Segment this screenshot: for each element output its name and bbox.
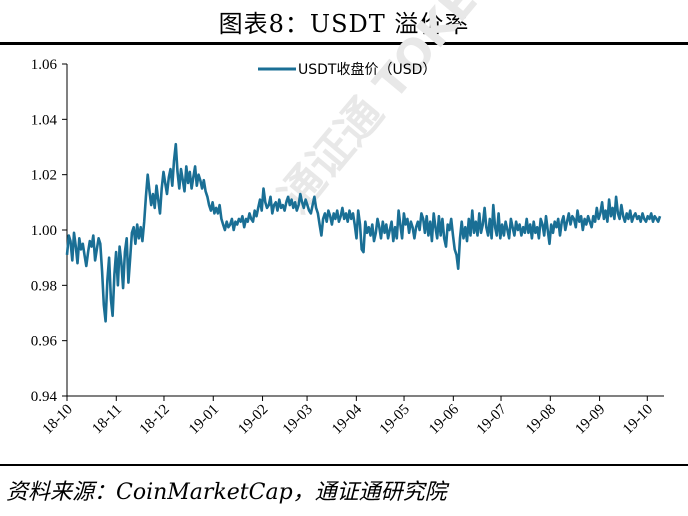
y-tick-label: 0.94 xyxy=(31,389,58,405)
y-tick-label: 1.00 xyxy=(31,223,57,239)
plot-area xyxy=(65,142,662,323)
y-axis: 0.94 0.96 0.98 1.00 1.02 1.04 1.06 xyxy=(31,57,68,405)
x-axis: 18-10 18-11 18-12 19-01 19-02 19-03 19-04 19-05… xyxy=(40,395,664,438)
x-tick-label: 19-01 xyxy=(186,402,222,438)
y-tick-label: 1.02 xyxy=(31,168,57,184)
y-tick-label: 0.98 xyxy=(31,278,57,294)
source-note: 资料来源：CoinMarketCap，通证通研究院 xyxy=(6,480,447,505)
x-tick-label: 19-02 xyxy=(235,402,271,438)
legend: USDT收盘价（USD） xyxy=(258,61,436,78)
x-tick-label: 19-03 xyxy=(280,402,316,438)
legend-label: USDT收盘价（USD） xyxy=(298,61,436,78)
y-tick-label: 1.04 xyxy=(31,112,58,128)
usdt-close-line xyxy=(65,142,662,323)
x-tick-label: 18-12 xyxy=(137,402,173,438)
bottom-rule xyxy=(0,464,688,466)
x-tick-label: 18-11 xyxy=(89,402,125,438)
x-tick-label: 19-10 xyxy=(620,402,656,438)
x-tick-label: 19-09 xyxy=(572,402,608,438)
top-rule xyxy=(0,42,688,45)
watermark: 通证通 TOKEN ROLL xyxy=(269,0,603,222)
usdt-line-chart: 通证通 TOKEN ROLL 0.94 0.96 0.98 1.00 1.02 1.04 1… xyxy=(31,0,664,438)
chart-title: 图表8：USDT 溢价率 xyxy=(218,10,470,38)
x-tick-label: 19-06 xyxy=(426,401,462,437)
x-tick-label: 18-10 xyxy=(40,402,76,438)
y-tick-label: 1.06 xyxy=(31,57,58,73)
y-tick-label: 0.96 xyxy=(31,334,58,350)
x-tick-label: 19-05 xyxy=(377,402,413,438)
watermark-text: 通证通 TOKEN ROLL xyxy=(269,0,603,222)
x-tick-label: 19-08 xyxy=(523,402,559,438)
x-tick-label: 19-07 xyxy=(474,401,510,437)
x-tick-label: 19-04 xyxy=(329,401,365,437)
